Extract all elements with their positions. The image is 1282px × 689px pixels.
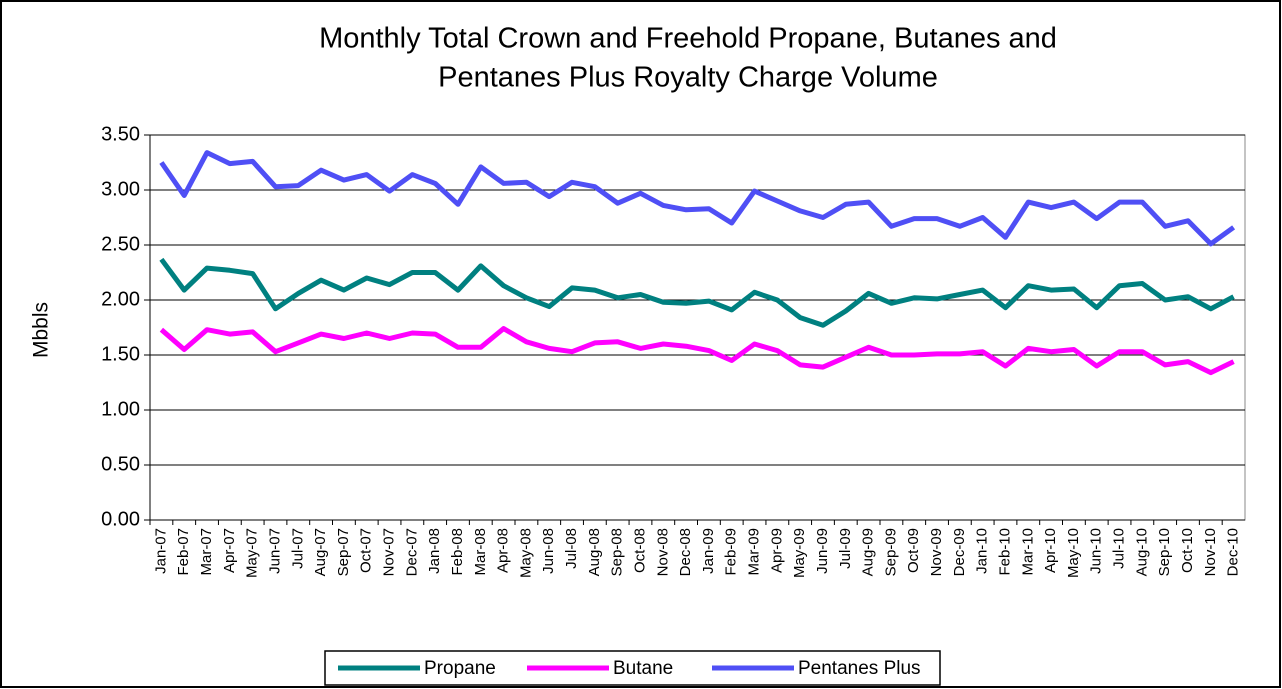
x-tick-label: Aug-10 [1133, 528, 1150, 576]
plot-area [149, 134, 1246, 521]
x-tick-label: Sep-09 [882, 528, 899, 576]
x-tick-label: Dec-07 [403, 528, 420, 576]
x-tick-label: May-08 [517, 528, 534, 578]
x-tick-label: Apr-08 [495, 528, 512, 573]
x-tick-label: Oct-07 [358, 528, 375, 573]
chart-title: Monthly Total Crown and Freehold Propane… [319, 23, 1057, 55]
x-tick-label: Jan-07 [152, 528, 169, 574]
x-tick-label: Jul-08 [563, 528, 580, 569]
y-tick-label: 1.50 [101, 343, 140, 365]
x-tick-label: Nov-08 [654, 528, 671, 576]
x-tick-label: Aug-09 [860, 528, 877, 576]
y-tick-label: 2.00 [101, 288, 140, 310]
x-tick-label: Dec-08 [677, 528, 694, 576]
x-tick-label: Aug-08 [586, 528, 603, 576]
x-tick-label: Mar-08 [472, 528, 489, 576]
x-tick-label: Nov-10 [1202, 528, 1219, 576]
x-tick-label: Jul-09 [837, 528, 854, 569]
x-tick-label: Feb-09 [723, 528, 740, 576]
x-tick-label: May-07 [244, 528, 261, 578]
x-tick-label: Jul-10 [1111, 528, 1128, 569]
y-axis-label: Mbbls [30, 302, 53, 358]
y-tick-label: 1.00 [101, 398, 140, 420]
x-tick-label: Jan-09 [700, 528, 717, 574]
x-tick-label: May-10 [1065, 528, 1082, 578]
series-line [159, 326, 1235, 376]
x-tick-label: Jun-08 [540, 528, 557, 574]
x-tick-label: Jun-07 [266, 528, 283, 574]
x-tick-label: Jan-08 [426, 528, 443, 574]
x-tick-label: Dec-10 [1225, 528, 1242, 576]
x-tick-label: Jun-09 [814, 528, 831, 574]
x-tick-label: Mar-10 [1019, 528, 1036, 576]
y-tick-label: 2.50 [101, 233, 140, 255]
x-tick-label: Aug-07 [312, 528, 329, 576]
y-tick-label: 0.00 [101, 508, 140, 530]
x-tick-label: Jun-10 [1088, 528, 1105, 574]
x-tick-label: Apr-09 [768, 528, 785, 573]
x-tick-label: Nov-09 [928, 528, 945, 576]
y-tick-label: 0.50 [101, 453, 140, 475]
x-tick-label: Jan-10 [974, 528, 991, 574]
x-tick-label: Feb-10 [996, 528, 1013, 576]
x-tick-label: Jul-07 [289, 528, 306, 569]
x-tick-label: Sep-10 [1156, 528, 1173, 576]
x-tick-label: Sep-08 [609, 528, 626, 576]
legend [324, 650, 941, 686]
legend-label: Pentanes Plus [798, 658, 921, 679]
series-line [159, 150, 1236, 247]
x-tick-label: Mar-07 [198, 528, 215, 576]
x-tick-label: Feb-07 [175, 528, 192, 576]
x-tick-label: Sep-07 [335, 528, 352, 576]
x-tick-label: Oct-10 [1179, 528, 1196, 573]
legend-label: Butane [613, 658, 673, 679]
x-tick-label: Apr-07 [221, 528, 238, 573]
x-tick-label: Feb-08 [449, 528, 466, 576]
x-tick-label: Nov-07 [381, 528, 398, 576]
chart-title: Pentanes Plus Royalty Charge Volume [438, 62, 938, 94]
x-tick-label: Oct-09 [905, 528, 922, 573]
y-tick-label: 3.00 [101, 178, 140, 200]
x-tick-label: Oct-08 [631, 528, 648, 573]
legend-label: Propane [424, 658, 496, 679]
x-tick-label: Apr-10 [1042, 528, 1059, 573]
x-tick-label: May-09 [791, 528, 808, 578]
y-tick-label: 3.50 [101, 123, 140, 145]
x-tick-label: Mar-09 [746, 528, 763, 576]
x-tick-label: Dec-09 [951, 528, 968, 576]
series-line [159, 257, 1235, 328]
